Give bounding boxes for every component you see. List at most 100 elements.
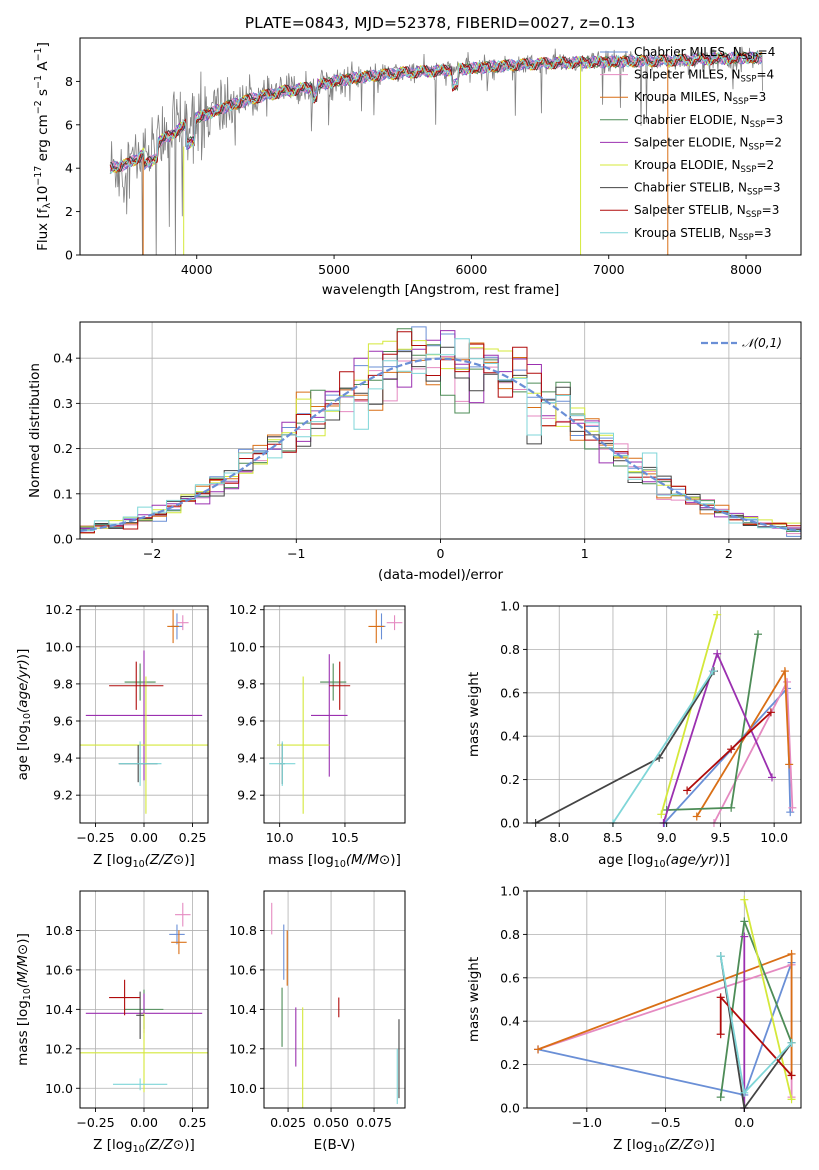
weight-vs-metallicity-xlabel: Z [log10(Z/Z⊙)] bbox=[613, 1137, 715, 1155]
weight-series-line bbox=[662, 651, 773, 823]
legend-entry-label: Kroupa ELODIE, NSSP=2 bbox=[634, 158, 774, 175]
weight-vs-metallicity-ytick-label: 0.6 bbox=[500, 970, 520, 985]
weight-vs-age-xtick-label: 8.5 bbox=[603, 830, 623, 845]
age-vs-mass-ytick-label: 9.6 bbox=[237, 713, 257, 728]
weight-series-line bbox=[537, 962, 793, 1097]
age-vs-mass-plot-area bbox=[269, 609, 403, 814]
residual-histogram-ytick-label: 0.3 bbox=[53, 396, 73, 411]
weight-vs-age-frame bbox=[526, 605, 802, 824]
spectrum-ytick-label: 2 bbox=[65, 204, 73, 219]
weight-series-line bbox=[743, 899, 793, 1100]
mass-vs-extinction-xtick-label: 0.075 bbox=[356, 1115, 392, 1130]
weight-vs-metallicity-ytick-label: 1.0 bbox=[500, 884, 520, 899]
weight-vs-metallicity-ytick-label: 0.8 bbox=[500, 927, 520, 942]
spectrum-model-line bbox=[109, 52, 762, 173]
age-vs-metallicity-xtick-label: 0.25 bbox=[179, 830, 207, 845]
weight-vs-metallicity-ytick-label: 0.0 bbox=[500, 1101, 520, 1116]
weight-vs-age-ytick-label: 0.6 bbox=[500, 685, 520, 700]
weight-series-line bbox=[612, 670, 714, 823]
plots-layer: 4000 5000 6000 7000 8000 0 2 4 6 8 Chabrier MILES,… bbox=[15, 37, 802, 1155]
residual-histogram-xtick-label: 0 bbox=[437, 546, 445, 561]
residual-histogram-xtick-label: 2 bbox=[725, 546, 733, 561]
normal-reference-curve bbox=[79, 357, 802, 533]
weight-vs-metallicity-xtick-label: −0.5 bbox=[650, 1115, 680, 1130]
age-vs-metallicity-panel: −0.25 0.00 0.25 9.2 9.4 9.6 9.8 10.0 10.2 Z [log1… bbox=[15, 602, 209, 870]
spectrum-plot-area bbox=[109, 46, 763, 255]
weight-series-line bbox=[713, 678, 794, 823]
age-vs-metallicity-frame bbox=[79, 605, 209, 824]
residual-histogram-frame bbox=[79, 321, 802, 540]
mass-vs-metallicity-ytick-label: 10.4 bbox=[45, 1002, 73, 1017]
residual-histogram-ytick-label: 0.1 bbox=[53, 486, 73, 501]
legend-entry-label: Salpeter MILES, NSSP=4 bbox=[634, 68, 774, 85]
mass-vs-extinction-ytick-label: 10.8 bbox=[229, 923, 257, 938]
age-vs-metallicity-ytick-label: 9.4 bbox=[53, 751, 73, 766]
weight-vs-age-xlabel: age [log10(age/yr))] bbox=[598, 852, 730, 870]
spectrum-xtick-label: 4000 bbox=[181, 262, 213, 277]
spectrum-ylabel: Flux [fλ10−17 erg cm−2 s−1 A−1] bbox=[33, 42, 53, 251]
legend-entry-label: Kroupa STELIB, NSSP=3 bbox=[634, 226, 772, 243]
spectrum-panel: 4000 5000 6000 7000 8000 0 2 4 6 8 Chabrier MILES,… bbox=[33, 37, 802, 298]
age-vs-metallicity-ylabel: age [log10(age/yr))] bbox=[15, 649, 33, 781]
mass-vs-extinction-frame bbox=[263, 890, 406, 1109]
mass-vs-extinction-xtick-label: 0.050 bbox=[313, 1115, 349, 1130]
age-vs-metallicity-ytick-label: 10.2 bbox=[45, 602, 73, 617]
spectrum-xtick-label: 6000 bbox=[455, 262, 487, 277]
legend-entry-label: Chabrier MILES, NSSP=4 bbox=[634, 45, 775, 62]
age-vs-mass-xtick-label: 10.0 bbox=[266, 830, 294, 845]
weight-vs-age-ytick-label: 1.0 bbox=[500, 599, 520, 614]
mass-vs-metallicity-ytick-label: 10.0 bbox=[45, 1081, 73, 1096]
age-vs-mass-xlabel: mass [log10(M/M⊙)] bbox=[268, 852, 401, 870]
weight-series-line bbox=[660, 614, 719, 815]
mass-vs-extinction-xtick-label: 0.025 bbox=[270, 1115, 306, 1130]
weight-vs-age-xtick-label: 10.0 bbox=[760, 830, 788, 845]
weight-vs-metallicity-ytick-label: 0.4 bbox=[500, 1014, 520, 1029]
weight-vs-age-ytick-label: 0.8 bbox=[500, 642, 520, 657]
mass-vs-metallicity-ylabel: mass [log10(M/M⊙)] bbox=[15, 933, 33, 1066]
spectrum-model-line bbox=[109, 51, 762, 172]
spectrum-frame bbox=[79, 37, 802, 256]
legend-entry-label: Salpeter ELODIE, NSSP=2 bbox=[634, 135, 782, 152]
mass-vs-metallicity-xtick-label: −0.25 bbox=[76, 1115, 114, 1130]
residual-histogram-plot-area bbox=[79, 326, 802, 537]
mass-vs-metallicity-xlabel: Z [log10(Z/Z⊙)] bbox=[93, 1137, 195, 1155]
spectrum-ytick-label: 6 bbox=[65, 117, 73, 132]
mass-vs-extinction-panel: 0.025 0.050 0.075 10.0 10.2 10.4 10.6 10.8 E(B-V… bbox=[229, 890, 406, 1153]
weight-vs-age-ylabel: mass weight bbox=[466, 672, 482, 757]
age-vs-metallicity-ytick-label: 10.0 bbox=[45, 639, 73, 654]
legend-entry-label: Chabrier STELIB, NSSP=3 bbox=[634, 181, 781, 198]
age-vs-mass-ytick-label: 9.4 bbox=[237, 751, 257, 766]
spectrum-ytick-label: 8 bbox=[65, 74, 73, 89]
mass-vs-metallicity-panel: −0.25 0.00 0.25 10.0 10.2 10.4 10.6 10.8 Z [log1… bbox=[15, 890, 209, 1155]
age-vs-metallicity-xlabel: Z [log10(Z/Z⊙)] bbox=[93, 852, 195, 870]
age-vs-mass-ytick-label: 9.2 bbox=[237, 788, 257, 803]
weight-vs-metallicity-ylabel: mass weight bbox=[466, 957, 482, 1042]
mass-vs-extinction-plot-area bbox=[271, 902, 400, 1108]
spectrum-model-line bbox=[109, 51, 763, 172]
weight-vs-age-xtick-label: 9.5 bbox=[710, 830, 730, 845]
weight-vs-metallicity-frame bbox=[526, 890, 802, 1109]
age-vs-metallicity-xtick-label: 0.00 bbox=[130, 830, 158, 845]
spectrum-ytick-label: 0 bbox=[65, 248, 73, 263]
mass-vs-metallicity-ytick-label: 10.2 bbox=[45, 1041, 73, 1056]
weight-vs-metallicity-xtick-label: −1.0 bbox=[572, 1115, 602, 1130]
mass-vs-metallicity-frame bbox=[79, 890, 209, 1109]
histogram-ylabel: Normed distribution bbox=[27, 363, 43, 498]
spectrum-model-line bbox=[109, 51, 762, 174]
legend-reference-label: 𝒩(0,1) bbox=[742, 336, 782, 350]
spectrum-xtick-label: 7000 bbox=[593, 262, 625, 277]
age-vs-mass-frame bbox=[263, 605, 406, 824]
residual-histogram-xtick-label: −2 bbox=[143, 546, 161, 561]
mass-vs-extinction-ytick-label: 10.4 bbox=[229, 1002, 257, 1017]
spectrum-model-line bbox=[109, 51, 763, 173]
age-vs-metallicity-xtick-label: −0.25 bbox=[76, 830, 114, 845]
residual-histogram-panel: −2 −1 0 1 2 0.0 0.1 0.2 0.3 0.4 𝒩(0,1) (data-model)… bbox=[27, 321, 802, 583]
age-vs-metallicity-ytick-label: 9.2 bbox=[53, 788, 73, 803]
histogram-xlabel: (data-model)/error bbox=[378, 567, 504, 583]
residual-histogram-ytick-label: 0.2 bbox=[53, 441, 73, 456]
age-vs-mass-panel: 10.0 10.5 9.2 9.4 9.6 9.8 10.0 10.2 mass [log10(… bbox=[229, 602, 406, 870]
spectrum-xlabel: wavelength [Angstrom, rest frame] bbox=[322, 282, 560, 298]
residual-histogram-ytick-label: 0.0 bbox=[53, 532, 73, 547]
weight-series-line bbox=[719, 955, 793, 1108]
